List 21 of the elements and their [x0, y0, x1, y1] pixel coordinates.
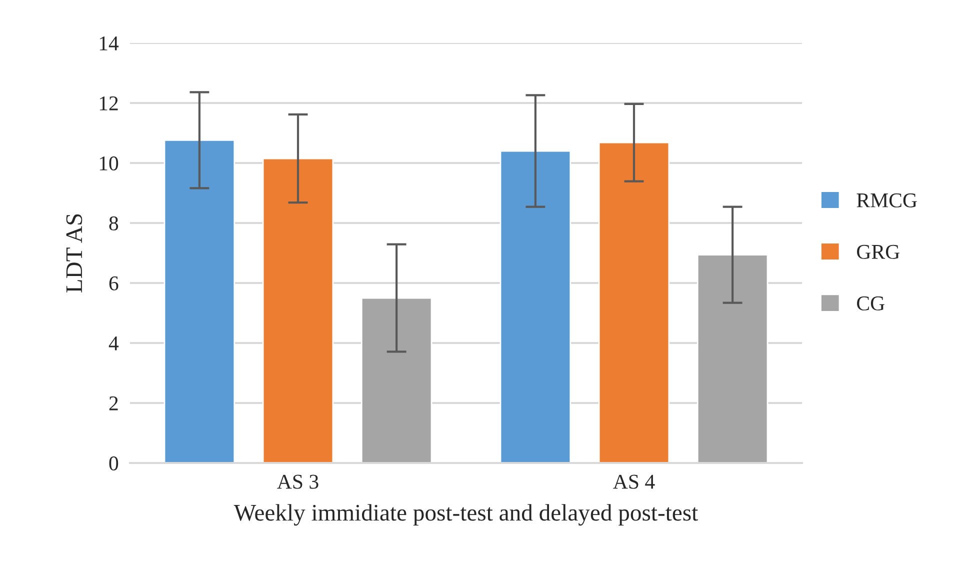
legend-label: RMCG: [856, 193, 917, 208]
y-tick-label: 6: [109, 276, 118, 290]
y-axis-title: LDT AS: [66, 214, 82, 292]
bar: [500, 150, 572, 463]
bar: [164, 140, 236, 463]
y-tick-label: 12: [100, 96, 118, 110]
bar: [696, 254, 768, 463]
y-tick-label: 2: [109, 396, 118, 410]
y-tick-label: 14: [100, 36, 119, 50]
x-axis-title: Weekly immidiate post-test and delayed post-test: [234, 504, 698, 526]
x-tick-label: AS 4: [613, 474, 655, 489]
y-tick-label: 4: [108, 336, 119, 350]
x-tick-label: AS 3: [277, 474, 318, 489]
bar: [598, 142, 670, 463]
legend-label: CG: [857, 296, 884, 310]
y-tick-label: 10: [100, 156, 118, 170]
legend-label: GRG: [857, 244, 900, 259]
bar: [262, 158, 334, 463]
y-tick-label: 0: [109, 456, 118, 470]
bar: [360, 297, 432, 463]
y-tick-label: 8: [109, 216, 118, 230]
